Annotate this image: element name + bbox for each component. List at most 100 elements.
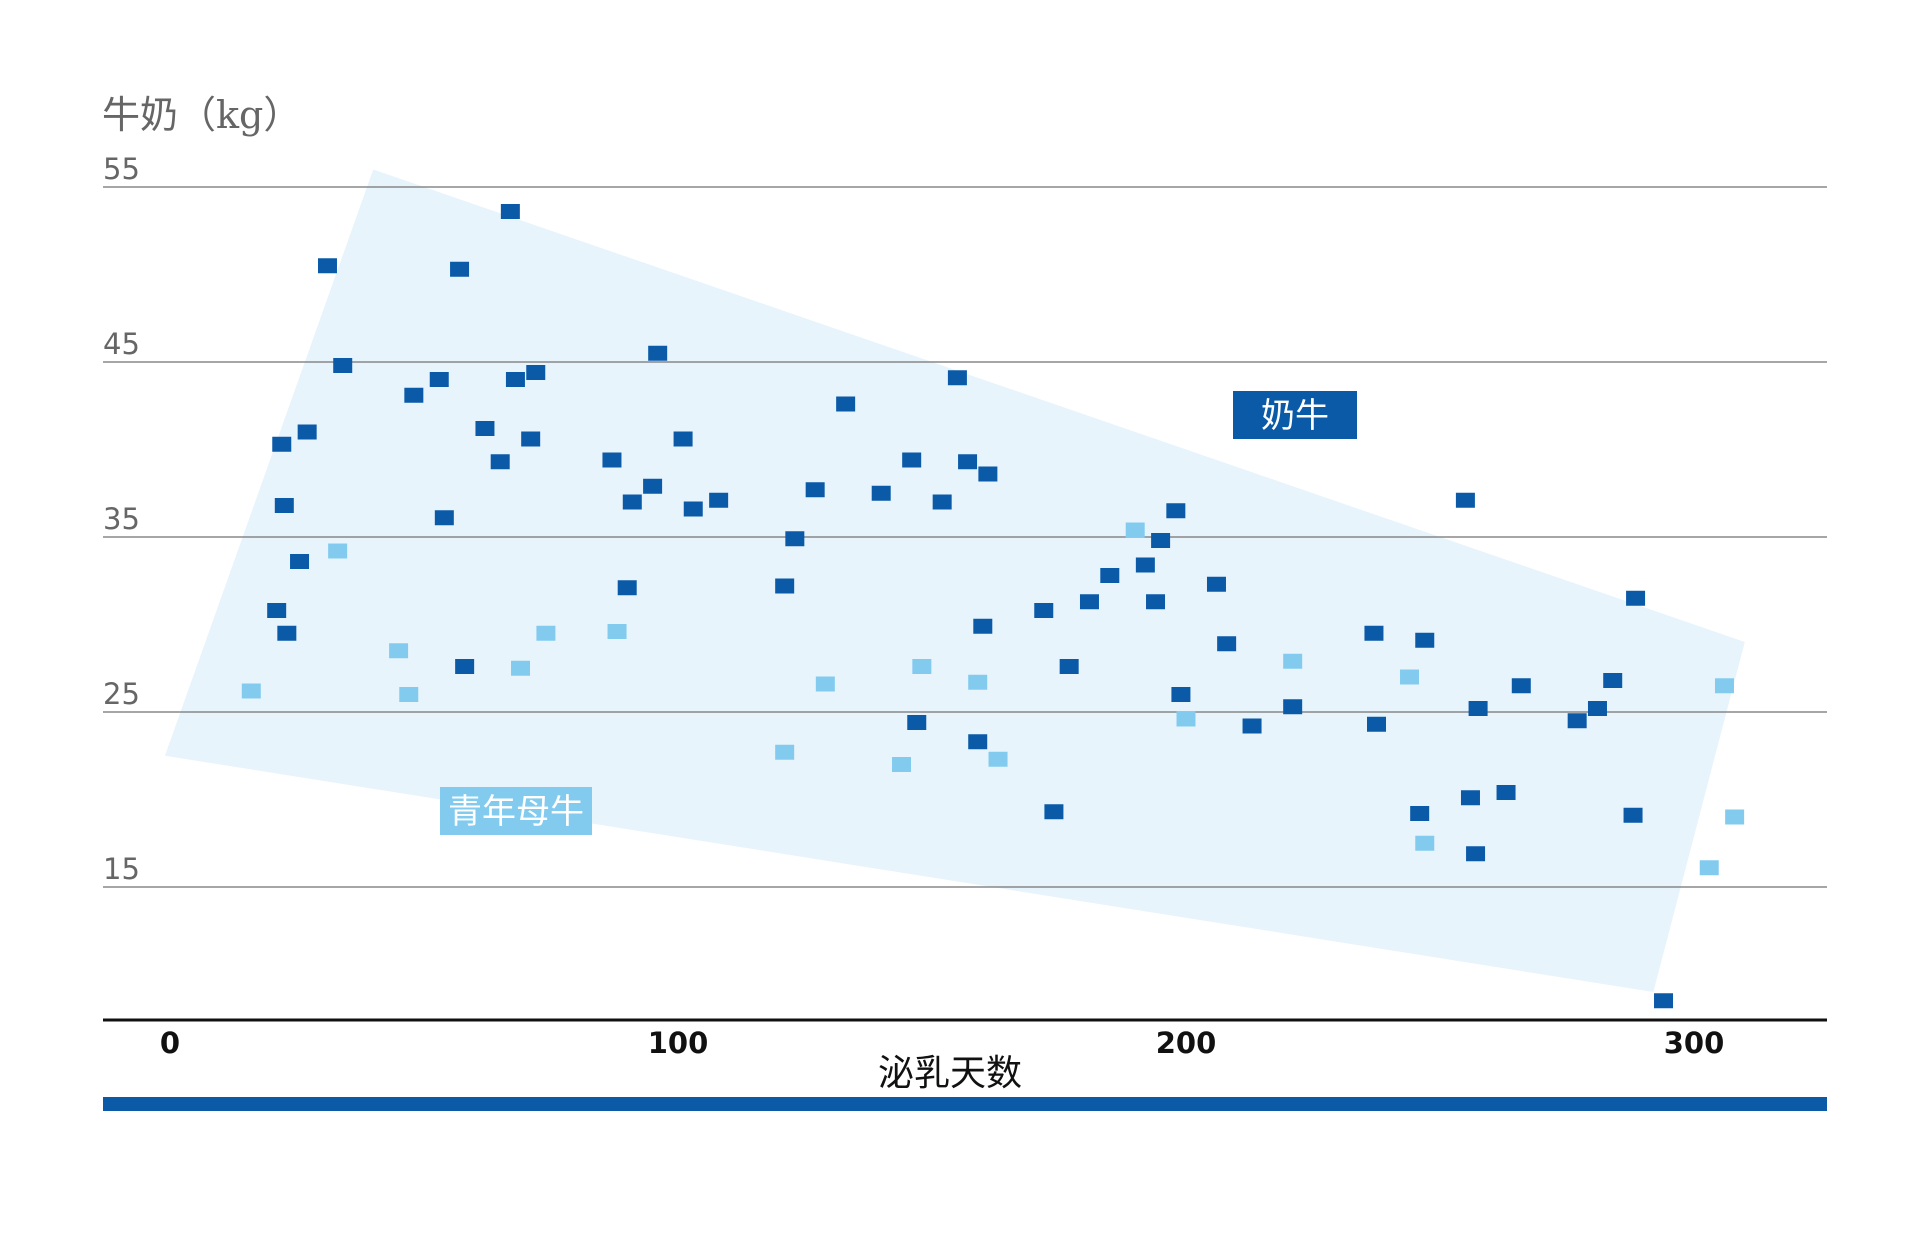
data-point-cow (1410, 806, 1430, 821)
data-point-cow (505, 372, 525, 387)
x-tick-labels: 0 100 200 300 (160, 1026, 1724, 1060)
data-point-heifer (892, 757, 912, 772)
data-point-heifer (1725, 809, 1745, 825)
data-point-cow (622, 494, 642, 510)
data-point-cow (274, 498, 294, 513)
data-point-cow (1364, 625, 1384, 641)
data-point-cow (1166, 503, 1186, 519)
data-point-cow (709, 492, 729, 508)
data-point-heifer (1699, 860, 1719, 876)
data-point-cow (1466, 846, 1486, 862)
data-point-cow (1171, 687, 1191, 702)
data-point-cow (1034, 603, 1054, 618)
data-point-cow (775, 578, 795, 594)
data-point-cow (290, 554, 310, 569)
data-point-cow (1415, 632, 1435, 648)
data-point-cow (932, 494, 952, 510)
y-tick-label: 15 (103, 852, 140, 886)
data-point-cow (455, 659, 475, 674)
data-point-cow (1283, 699, 1303, 715)
data-point-cow (1217, 636, 1237, 652)
data-point-cow (648, 345, 668, 361)
footer-bar (103, 1097, 1827, 1111)
data-point-cow (958, 454, 978, 470)
y-axis-label: 牛奶（kg） (102, 93, 301, 137)
data-point-cow (1603, 673, 1623, 688)
data-point-cow (1460, 790, 1480, 806)
data-point-cow (333, 358, 353, 373)
x-tick-label: 100 (648, 1026, 709, 1060)
data-point-cow (317, 258, 337, 274)
data-point-cow (1468, 701, 1488, 716)
data-point-cow (267, 603, 287, 618)
data-point-heifer (912, 659, 932, 674)
y-tick-label: 45 (103, 327, 140, 361)
y-tick-label: 35 (103, 502, 140, 536)
legend-swatch (1233, 391, 1357, 439)
data-point-cow (836, 396, 856, 412)
data-point-cow (1151, 533, 1171, 548)
data-point-cow (643, 478, 663, 494)
legend-label: 奶牛 (1261, 396, 1329, 436)
data-point-cow (1044, 804, 1064, 820)
data-point-cow (1511, 678, 1531, 694)
data-point-heifer (1400, 669, 1420, 685)
data-point-heifer (1415, 835, 1435, 851)
data-point-cow (1455, 492, 1475, 508)
data-point-cow (1626, 590, 1646, 606)
data-point-cow (1059, 659, 1079, 674)
data-point-cow (871, 485, 891, 501)
data-point-heifer (1283, 653, 1303, 669)
x-axis-label: 泌乳天数 (878, 1053, 1022, 1094)
gridlines (103, 186, 1827, 888)
data-point-cow (1623, 807, 1643, 823)
data-point-heifer (511, 660, 531, 676)
data-point-cow (1587, 701, 1607, 716)
data-point-heifer (241, 683, 261, 699)
data-point-cow (683, 501, 703, 517)
data-point-cow (500, 204, 520, 219)
data-point-cow (968, 734, 988, 750)
data-point-cow (947, 370, 967, 386)
data-point-cow (617, 580, 637, 596)
data-point-heifer (968, 674, 988, 690)
data-point-cow (1146, 594, 1166, 610)
data-point-heifer (1714, 678, 1734, 694)
data-point-cow (978, 466, 998, 482)
data-point-cow (521, 431, 541, 447)
data-point-cow (1135, 557, 1155, 573)
data-point-cow (1079, 594, 1099, 610)
data-point-cow (907, 715, 927, 730)
data-point-cow (277, 625, 297, 641)
x-tick-label: 0 (160, 1026, 180, 1060)
data-point-heifer (815, 676, 835, 692)
data-points (241, 204, 1745, 1009)
data-point-cow (1242, 718, 1262, 734)
data-point-heifer (399, 687, 419, 702)
data-point-heifer (536, 625, 556, 641)
data-point-cow (602, 452, 622, 468)
data-point-cow (526, 365, 546, 380)
data-band-region (164, 169, 1745, 992)
data-point-heifer (389, 643, 409, 659)
data-point-cow (1654, 993, 1674, 1009)
data-point-heifer (1176, 711, 1196, 727)
legend-swatch (440, 787, 592, 835)
data-point-cow (429, 372, 449, 387)
data-point-heifer (988, 751, 1008, 767)
data-point-cow (1496, 785, 1516, 800)
data-point-cow (902, 452, 922, 468)
data-point-cow (1367, 716, 1386, 732)
y-tick-labels: 15 25 35 45 55 (103, 152, 140, 886)
data-point-cow (973, 618, 993, 634)
data-point-heifer (328, 543, 348, 559)
y-tick-label: 25 (103, 677, 140, 711)
data-point-cow (434, 510, 454, 526)
data-point-cow (404, 387, 424, 403)
data-point-cow (297, 424, 317, 440)
data-point-cow (785, 531, 805, 547)
data-point-cow (490, 454, 510, 470)
data-point-heifer (775, 744, 795, 760)
data-point-cow (1100, 568, 1120, 583)
